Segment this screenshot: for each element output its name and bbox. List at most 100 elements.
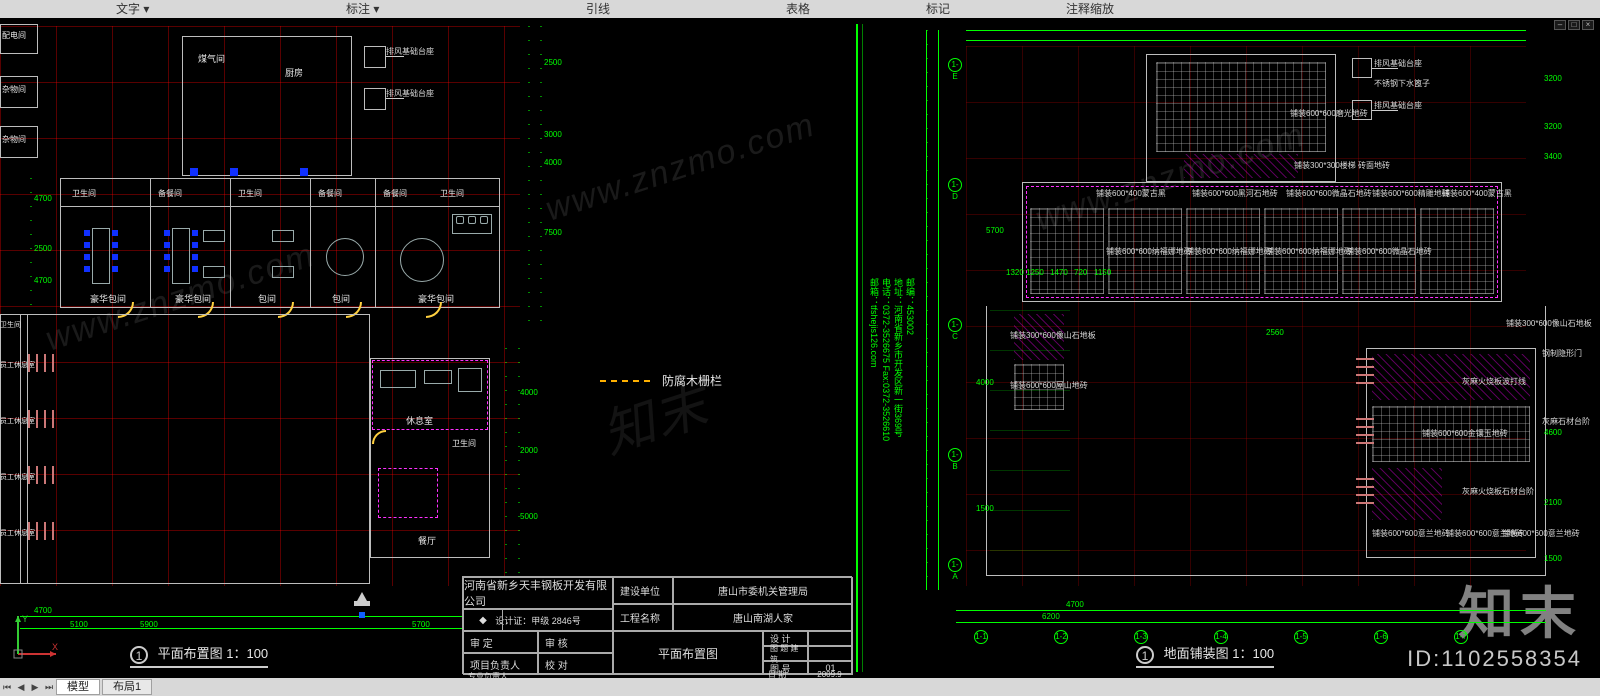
stairs [28, 466, 54, 484]
menu-annoscale[interactable]: 注释缩放 [1060, 0, 1120, 18]
tab-prev-icon[interactable]: ◀ [14, 680, 28, 694]
dim-text: 6200 [1042, 612, 1060, 621]
north-arrow-icon [354, 592, 370, 608]
wall-outline [20, 314, 370, 584]
menu-bar: 文字 ▾ 标注 ▾ 引线 表格 标记 注释缩放 [0, 0, 1600, 18]
note-label: 铺装600*600微晶石地砖 [1346, 246, 1432, 257]
axis-bubble: 1-E [948, 58, 962, 72]
partition [150, 178, 151, 308]
tab-model[interactable]: 模型 [56, 679, 100, 695]
chair [192, 266, 198, 272]
dim-text: 2500 [544, 58, 562, 67]
note-label: 钢制隐形门 [1542, 348, 1582, 359]
wall-outline [0, 314, 28, 584]
sheet-floor-plan: 煤气间 厨房 排风基础台座 排风基础台座 配电间 杂物间 杂物间 卫生间 备餐间… [0, 18, 856, 678]
note-label: 铺装300*300楼梯 砖面地砖 [1294, 160, 1390, 171]
menu-leader[interactable]: 引线 [580, 0, 616, 18]
dim-text: 4700 [34, 276, 52, 285]
stairs [1356, 418, 1374, 448]
chair [456, 216, 464, 224]
side-text: 邮编：453002 [904, 278, 917, 335]
menu-annotate[interactable]: 标注 ▾ [340, 0, 385, 18]
axis-bubble: 1-2 [1054, 630, 1068, 644]
sofa [272, 230, 294, 242]
note-label: 不锈钢下水篦子 [1374, 78, 1430, 89]
chair [468, 216, 476, 224]
tb-value: 唐山南湖人家 [673, 604, 853, 631]
dim-text: 3000 [544, 130, 562, 139]
dim-text: 5000 [520, 512, 538, 521]
sheet-title: 1 地面铺装图 1：100 [1136, 643, 1274, 668]
chair [84, 242, 90, 248]
stairs [28, 522, 54, 540]
room-label: 餐厅 [418, 534, 436, 547]
tab-last-icon[interactable]: ⏭ [42, 680, 56, 694]
menu-table[interactable]: 表格 [780, 0, 816, 18]
note-label: 排风基础台座 [1374, 100, 1422, 111]
menu-text[interactable]: 文字 ▾ [110, 0, 155, 18]
dim-text: 3400 [1544, 152, 1562, 161]
chair [84, 230, 90, 236]
dim-extension [518, 348, 520, 598]
stairs [28, 354, 54, 372]
room-label: 卫生间 [238, 188, 262, 199]
axis-bubble: 1-3 [1134, 630, 1148, 644]
chair [164, 266, 170, 272]
tab-layout1[interactable]: 布局1 [102, 679, 152, 695]
chair [84, 266, 90, 272]
note-label: 铺装600*600意兰地砖 [1502, 528, 1580, 539]
tb-logo: ◆ [463, 609, 503, 631]
note-label: 排风基础台座 [1374, 58, 1422, 69]
sofa [203, 230, 225, 242]
dim-text: 1500 [1544, 554, 1562, 563]
tb-value [808, 631, 853, 646]
note-label: 铺装600*400蒙古黑 [1442, 188, 1512, 199]
tb-company: 河南省新乡天丰钢板开发有限公司 [463, 577, 613, 609]
note-label: 铺装600*600纳福娜地砖 [1186, 246, 1272, 257]
drawing-canvas[interactable]: – □ × www.znzmo.com www.znzmo.com 知末 www… [0, 18, 1600, 678]
dim-extension [926, 30, 928, 590]
note-label: 铺装600*600精雕地砖 [1372, 188, 1450, 199]
dim-text: 1150 [1094, 268, 1111, 277]
note-label: 排风基础台座 [386, 46, 434, 57]
chair [164, 254, 170, 260]
dim-extension [528, 26, 530, 326]
tb-value: 唐山市委机关管理局 [673, 577, 853, 604]
title-text: 平面布置图 1：100 [158, 646, 269, 661]
tile-hatch [1030, 208, 1104, 294]
tile-hatch [1184, 154, 1298, 178]
note-label: 铺装600*600黑河石地砖 [1192, 188, 1278, 199]
tile-hatch [1372, 468, 1442, 520]
tile-hatch [1156, 62, 1326, 152]
chair [84, 254, 90, 260]
dim-text: 1250 [1026, 268, 1044, 277]
chair [192, 254, 198, 260]
fixture [230, 168, 238, 176]
vent-base [364, 88, 386, 110]
dim-extension [540, 26, 542, 326]
room-label: 备餐间 [158, 188, 182, 199]
dim-extension [505, 348, 507, 598]
note-label: 铺装600*600磨光地砖 [1290, 108, 1368, 119]
legend-label: 防腐木栅栏 [662, 372, 722, 389]
axis-bubble: 1-B [948, 448, 962, 462]
chair [112, 266, 118, 272]
dim-line [956, 622, 1546, 623]
menu-mark[interactable]: 标记 [920, 0, 956, 18]
dim-line [20, 616, 500, 617]
room-label: 杂物间 [2, 84, 26, 95]
note-label: 灰麻火烧板石材台阶 [1462, 486, 1534, 497]
note-label: 铺装600*600纳福娜地砖 [1266, 246, 1352, 257]
tab-first-icon[interactable]: ⏮ [0, 680, 14, 694]
selection-grip[interactable] [359, 612, 365, 618]
axis-bubble: 1-5 [1294, 630, 1308, 644]
dim-line [938, 30, 939, 590]
sofa [380, 370, 416, 388]
partition [60, 206, 500, 207]
axis-bubble: 1-A [948, 558, 962, 572]
dim-text: 720 [1074, 268, 1087, 277]
tab-next-icon[interactable]: ▶ [28, 680, 42, 694]
round-table [326, 238, 364, 276]
note-label: 灰麻石材台阶 [1542, 416, 1590, 427]
desk [424, 370, 452, 384]
